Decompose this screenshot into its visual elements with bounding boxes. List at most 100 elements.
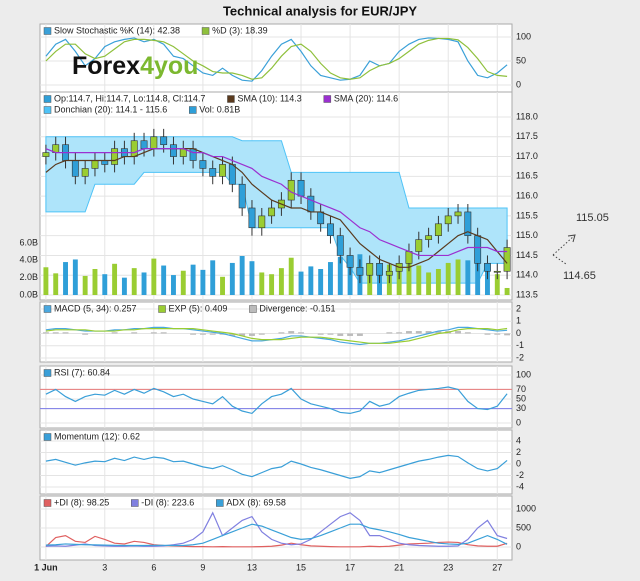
candle-body	[307, 195, 315, 213]
volume-bar	[494, 274, 500, 295]
bar	[258, 333, 265, 335]
bar	[62, 332, 69, 334]
y-tick-label: 115.5	[516, 210, 538, 220]
candle-body	[484, 263, 491, 272]
x-tick-label: 27	[492, 562, 502, 572]
candle-body	[160, 136, 168, 145]
legend-swatch	[189, 106, 197, 114]
y-tick-label: 117.0	[516, 151, 538, 161]
legend-swatch	[158, 305, 166, 313]
legend-swatch	[43, 305, 52, 313]
volume-bar	[239, 256, 245, 295]
bar	[150, 332, 157, 334]
y-tick-label: 0	[516, 79, 521, 89]
legend-swatch	[131, 499, 139, 507]
x-tick-label: 21	[394, 562, 404, 572]
y-tick-label: -2	[516, 352, 524, 362]
panel	[39, 23, 513, 93]
bar	[455, 331, 461, 334]
logo-right: 4you	[140, 52, 198, 80]
volume-bar	[278, 268, 284, 295]
legend-swatch	[216, 499, 224, 507]
volume-bar	[308, 266, 314, 295]
candle-body	[376, 263, 383, 276]
candle-body	[464, 211, 472, 236]
line	[45, 386, 508, 415]
volume-bar	[259, 272, 265, 295]
logo: Forex4you	[72, 52, 198, 80]
y-tick-label: 500	[516, 522, 531, 532]
annotation-arrow	[552, 235, 575, 256]
bar	[190, 333, 197, 335]
candle-body	[170, 144, 177, 157]
legend-label: SMA (10): 114.3	[237, 93, 301, 103]
candle-body	[493, 270, 501, 273]
x-tick-label: 1 Jun	[34, 562, 58, 572]
volume-bar	[288, 257, 294, 295]
bar	[249, 333, 255, 336]
candle-body	[219, 164, 226, 177]
bar	[464, 332, 471, 334]
candle-body	[150, 136, 158, 149]
legend-label: ADX (8): 69.58	[226, 497, 286, 507]
volume-bar	[102, 274, 108, 295]
line	[45, 523, 508, 547]
legend-label: Donchian (20): 114.1 - 115.6	[54, 104, 167, 114]
bar	[386, 332, 393, 334]
bar	[504, 333, 511, 336]
bar	[82, 333, 89, 335]
y-tick-label: 0	[516, 458, 521, 468]
y-tick-label: 118.0	[516, 111, 538, 121]
volume-bar	[318, 269, 324, 295]
candle-body	[317, 211, 325, 225]
x-tick-label: 6	[151, 562, 156, 572]
legend-swatch	[249, 305, 257, 313]
legend-label: -DI (8): 223.6	[141, 497, 194, 507]
candle-body	[336, 235, 344, 256]
candle-body	[474, 235, 482, 264]
volume-bar	[406, 261, 412, 295]
legend-label: Vol: 0.81B	[199, 104, 240, 114]
volume-bar	[151, 258, 157, 295]
y-tick-label: -4	[516, 481, 524, 491]
chart-title: Technical analysis for EUR/JPY	[223, 3, 417, 18]
bar	[229, 333, 236, 336]
candle-body	[385, 270, 393, 276]
volume-bar	[347, 263, 353, 295]
candle-body	[434, 223, 442, 236]
line	[45, 37, 508, 82]
volume-bar	[210, 260, 216, 295]
candle-body	[405, 251, 413, 264]
y-tick-label: -1	[516, 340, 524, 350]
x-tick-label: 23	[443, 562, 453, 572]
legend-swatch	[43, 106, 52, 114]
line	[45, 327, 508, 344]
legend-label: %D (3): 18.39	[212, 25, 268, 35]
legend-swatch	[43, 499, 52, 507]
volume-bar	[485, 267, 490, 295]
volume-bar	[416, 265, 422, 295]
y-tick-label: 0	[516, 417, 521, 427]
y-tick-label: 50	[516, 55, 526, 65]
candle-body	[366, 263, 374, 276]
bar	[494, 333, 501, 335]
volume-bar	[141, 272, 147, 295]
y-tick-label: 1	[516, 316, 521, 326]
x-tick-label: 13	[247, 562, 257, 572]
legend-label: Op:114.7, Hi:114.7, Lo:114.8, Cl:114.7	[54, 93, 205, 103]
candle-body	[228, 164, 236, 185]
y-tick-label: 50	[516, 393, 526, 403]
volume-bar	[465, 260, 471, 295]
line	[45, 148, 508, 268]
bar	[425, 331, 432, 334]
bar	[288, 331, 295, 334]
annotation-arrow	[552, 254, 567, 265]
candle-body	[425, 235, 433, 240]
volume-bar	[220, 276, 225, 295]
y-tick-label: 113.5	[516, 289, 538, 299]
bar	[278, 332, 285, 334]
legend-swatch	[323, 95, 332, 103]
candle-body	[189, 148, 197, 161]
annotation-arrowhead	[567, 234, 576, 243]
